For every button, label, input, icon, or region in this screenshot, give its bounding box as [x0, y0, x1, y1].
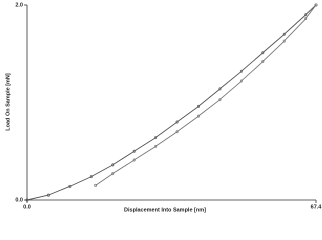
point: [68, 184, 72, 188]
point: [154, 136, 158, 140]
point: [154, 144, 158, 148]
y-tick-label: 0.0: [15, 197, 23, 203]
x-tick-label: 67.4: [311, 204, 322, 210]
point: [261, 51, 265, 55]
point: [94, 183, 98, 187]
y-axis-label: Load On Sample [mN]: [5, 73, 11, 131]
point: [239, 79, 243, 83]
point: [175, 120, 179, 124]
point: [111, 172, 115, 176]
y-tick-label: 2.0: [15, 2, 23, 8]
background: [0, 0, 322, 215]
x-axis-label: Displacement Into Sample [nm]: [124, 207, 206, 213]
point: [89, 175, 93, 179]
point: [218, 87, 222, 91]
point: [132, 149, 136, 153]
point: [197, 114, 201, 118]
point: [111, 163, 115, 167]
curve: [95, 4, 317, 186]
point: [304, 17, 308, 21]
point: [218, 98, 222, 102]
x-tick-label: 0.0: [23, 204, 31, 210]
point: [282, 32, 286, 36]
point: [175, 130, 179, 134]
point: [261, 60, 265, 64]
point: [25, 198, 29, 202]
point: [282, 39, 286, 43]
chart: Displacement Into Sample [nm] Load On Sa…: [0, 0, 322, 215]
curve: [26, 4, 317, 201]
point: [197, 104, 201, 108]
point: [132, 158, 136, 162]
point: [239, 69, 243, 73]
point: [304, 13, 308, 17]
point: [46, 193, 50, 197]
point: [314, 3, 318, 7]
